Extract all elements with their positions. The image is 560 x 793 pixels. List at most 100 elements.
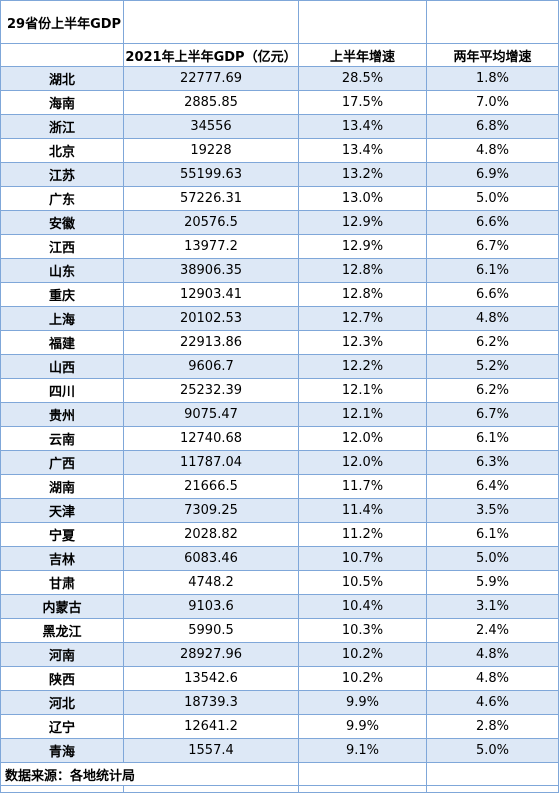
table-row: 贵州 9075.47 12.1% 6.7% — [0, 402, 559, 427]
province-cell: 广东 — [0, 186, 124, 211]
province-cell: 湖北 — [0, 66, 124, 91]
two-year-growth-cell: 4.8% — [426, 306, 559, 331]
gdp-cell: 25232.39 — [123, 378, 299, 403]
growth-cell: 12.8% — [298, 258, 427, 283]
gdp-cell: 12641.2 — [123, 714, 299, 739]
two-year-growth-cell: 3.5% — [426, 498, 559, 523]
growth-cell: 12.9% — [298, 234, 427, 259]
table-row: 福建 22913.86 12.3% 6.2% — [0, 330, 559, 355]
province-cell: 河南 — [0, 642, 124, 667]
two-year-growth-cell: 7.0% — [426, 90, 559, 115]
gdp-cell: 57226.31 — [123, 186, 299, 211]
province-cell: 福建 — [0, 330, 124, 355]
two-year-growth-cell: 5.2% — [426, 354, 559, 379]
gdp-cell: 1557.4 — [123, 738, 299, 763]
growth-cell: 12.3% — [298, 330, 427, 355]
growth-cell: 10.5% — [298, 570, 427, 595]
gdp-cell: 55199.63 — [123, 162, 299, 187]
table-row: 上海 20102.53 12.7% 4.8% — [0, 306, 559, 331]
growth-cell: 12.0% — [298, 426, 427, 451]
two-year-growth-cell: 6.7% — [426, 234, 559, 259]
table-row: 宁夏 2028.82 11.2% 6.1% — [0, 522, 559, 547]
gdp-cell: 12740.68 — [123, 426, 299, 451]
growth-cell: 28.5% — [298, 66, 427, 91]
province-cell: 天津 — [0, 498, 124, 523]
table-row: 河北 18739.3 9.9% 4.6% — [0, 690, 559, 715]
tail-empty-cell — [123, 785, 299, 793]
title-row: 29省份上半年GDP — [0, 0, 559, 44]
two-year-growth-cell: 5.9% — [426, 570, 559, 595]
province-cell: 湖南 — [0, 474, 124, 499]
table-row: 云南 12740.68 12.0% 6.1% — [0, 426, 559, 451]
table-row: 山东 38906.35 12.8% 6.1% — [0, 258, 559, 283]
growth-cell: 10.7% — [298, 546, 427, 571]
province-cell: 河北 — [0, 690, 124, 715]
table-row: 吉林 6083.46 10.7% 5.0% — [0, 546, 559, 571]
province-cell: 青海 — [0, 738, 124, 763]
province-cell: 陕西 — [0, 666, 124, 691]
gdp-cell: 12903.41 — [123, 282, 299, 307]
two-year-growth-cell: 6.6% — [426, 210, 559, 235]
growth-cell: 12.2% — [298, 354, 427, 379]
two-year-growth-cell: 6.2% — [426, 378, 559, 403]
growth-cell: 12.7% — [298, 306, 427, 331]
province-cell: 江西 — [0, 234, 124, 259]
province-cell: 辽宁 — [0, 714, 124, 739]
header-row: 2021年上半年GDP（亿元） 上半年增速 两年平均增速 — [0, 43, 559, 67]
two-year-growth-cell: 6.1% — [426, 426, 559, 451]
gdp-cell: 4748.2 — [123, 570, 299, 595]
province-cell: 浙江 — [0, 114, 124, 139]
table-row: 广东 57226.31 13.0% 5.0% — [0, 186, 559, 211]
province-cell: 海南 — [0, 90, 124, 115]
two-year-growth-cell: 5.0% — [426, 186, 559, 211]
growth-cell: 10.2% — [298, 642, 427, 667]
two-year-growth-cell: 1.8% — [426, 66, 559, 91]
title-empty-cell — [123, 0, 299, 44]
tail-empty-cell — [426, 785, 559, 793]
gdp-cell: 5990.5 — [123, 618, 299, 643]
two-year-growth-cell: 5.0% — [426, 738, 559, 763]
growth-cell: 11.4% — [298, 498, 427, 523]
source-empty-cell — [426, 762, 559, 786]
gdp-cell: 6083.46 — [123, 546, 299, 571]
growth-cell: 13.0% — [298, 186, 427, 211]
two-year-growth-cell: 2.8% — [426, 714, 559, 739]
growth-cell: 11.7% — [298, 474, 427, 499]
two-year-growth-cell: 6.1% — [426, 522, 559, 547]
table-title: 29省份上半年GDP — [0, 0, 124, 44]
two-year-growth-cell: 3.1% — [426, 594, 559, 619]
table-row: 陕西 13542.6 10.2% 4.8% — [0, 666, 559, 691]
two-year-growth-cell: 6.6% — [426, 282, 559, 307]
growth-cell: 12.8% — [298, 282, 427, 307]
source-empty-cell — [298, 762, 427, 786]
table-row: 江苏 55199.63 13.2% 6.9% — [0, 162, 559, 187]
growth-cell: 9.1% — [298, 738, 427, 763]
table-row: 黑龙江 5990.5 10.3% 2.4% — [0, 618, 559, 643]
province-cell: 甘肃 — [0, 570, 124, 595]
table-row: 天津 7309.25 11.4% 3.5% — [0, 498, 559, 523]
growth-cell: 12.0% — [298, 450, 427, 475]
gdp-cell: 18739.3 — [123, 690, 299, 715]
table-row: 青海 1557.4 9.1% 5.0% — [0, 738, 559, 763]
gdp-cell: 34556 — [123, 114, 299, 139]
title-empty-cell — [298, 0, 427, 44]
growth-cell: 13.4% — [298, 138, 427, 163]
province-cell: 宁夏 — [0, 522, 124, 547]
gdp-cell: 38906.35 — [123, 258, 299, 283]
growth-cell: 10.3% — [298, 618, 427, 643]
header-two-year-growth: 两年平均增速 — [426, 43, 559, 67]
growth-cell: 12.1% — [298, 378, 427, 403]
table-row: 重庆 12903.41 12.8% 6.6% — [0, 282, 559, 307]
province-cell: 贵州 — [0, 402, 124, 427]
two-year-growth-cell: 6.4% — [426, 474, 559, 499]
growth-cell: 13.2% — [298, 162, 427, 187]
two-year-growth-cell: 5.0% — [426, 546, 559, 571]
table-row: 湖南 21666.5 11.7% 6.4% — [0, 474, 559, 499]
province-cell: 四川 — [0, 378, 124, 403]
table-row: 海南 2885.85 17.5% 7.0% — [0, 90, 559, 115]
source-row: 数据来源：各地统计局 — [0, 762, 559, 786]
title-empty-cell — [426, 0, 559, 44]
table-row: 山西 9606.7 12.2% 5.2% — [0, 354, 559, 379]
two-year-growth-cell: 4.8% — [426, 138, 559, 163]
